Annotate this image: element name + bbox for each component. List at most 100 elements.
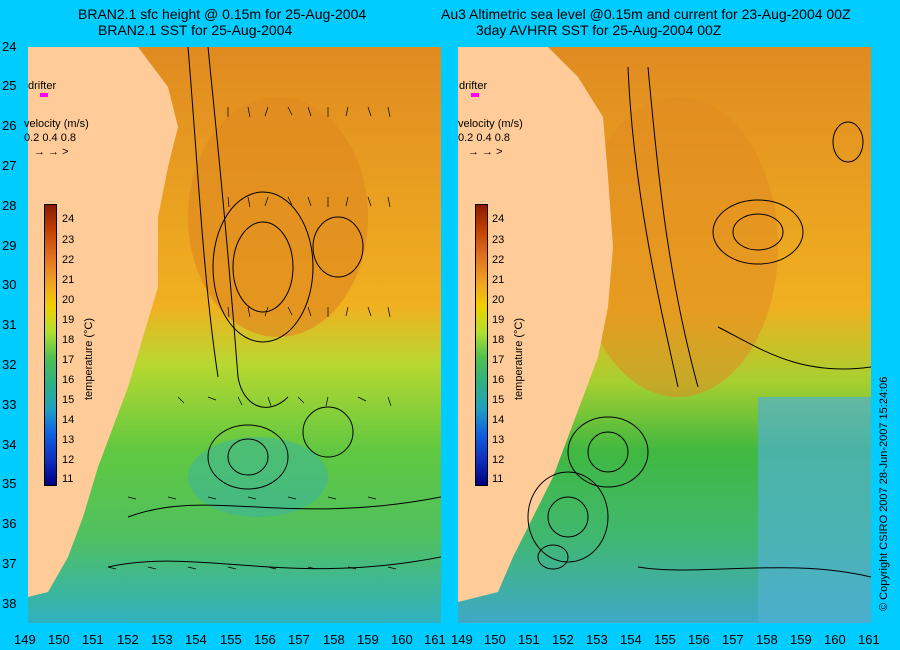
velocity-legend-title-right: velocity (m/s) <box>458 118 523 130</box>
right-map-svg <box>458 47 871 623</box>
cool-offshore-region <box>758 397 871 623</box>
colorbar-tick: 19 <box>62 314 75 326</box>
x-tick-label: 161 <box>424 632 446 647</box>
x-tick-label: 160 <box>824 632 846 647</box>
right-title-line2: 3day AVHRR SST for 25-Aug-2004 00Z <box>476 22 722 38</box>
colorbar-title: temperature (°C) <box>83 317 95 400</box>
colorbar-tick: 11 <box>62 473 74 485</box>
x-tick-label: 154 <box>185 632 207 647</box>
y-tick-label: 24 <box>2 39 17 54</box>
velocity-legend-arrows: → → > <box>34 146 69 158</box>
altimetric-contours <box>527 66 871 578</box>
copyright-text: © Copyright CSIRO 2007 28-Jun-2007 15:24… <box>878 376 890 611</box>
colorbar-tick: 22 <box>62 254 75 266</box>
drifter-label-right: drifter <box>459 80 488 92</box>
y-tick-label: 27 <box>2 158 17 173</box>
colorbar-tick: 14 <box>62 414 75 426</box>
x-tick-label: 159 <box>357 632 379 647</box>
x-tick-label: 157 <box>288 632 310 647</box>
temperature-colorbar <box>44 204 57 486</box>
colorbar-tick: 17 <box>62 354 75 366</box>
y-tick-label: 37 <box>2 556 17 571</box>
x-tick-label: 155 <box>220 632 242 647</box>
colorbar-tick: 16 <box>62 374 75 386</box>
colorbar-tick: 19 <box>492 314 505 326</box>
colorbar-tick: 22 <box>492 254 505 266</box>
y-tick-label: 34 <box>2 437 17 452</box>
drifter-marker-icon <box>40 93 48 97</box>
x-tick-label: 154 <box>620 632 642 647</box>
x-tick-label: 158 <box>323 632 345 647</box>
x-tick-label: 156 <box>254 632 276 647</box>
colorbar-tick: 21 <box>62 274 75 286</box>
colorbar-tick: 18 <box>492 334 505 346</box>
coastline-land <box>28 47 178 597</box>
x-tick-label: 149 <box>14 632 36 647</box>
y-tick-label: 26 <box>2 118 17 133</box>
drifter-marker-icon-right <box>471 93 479 97</box>
left-map-svg <box>28 47 441 623</box>
cool-eddy <box>188 437 328 517</box>
colorbar-tick: 16 <box>492 374 505 386</box>
velocity-legend-values-right: 0.2 0.4 0.8 <box>458 132 510 144</box>
x-tick-label: 152 <box>117 632 139 647</box>
y-tick-label: 30 <box>2 277 17 292</box>
x-tick-label: 158 <box>756 632 778 647</box>
y-tick-label: 36 <box>2 516 17 531</box>
x-tick-label: 159 <box>790 632 812 647</box>
y-tick-label: 33 <box>2 397 17 412</box>
colorbar-tick: 18 <box>62 334 75 346</box>
right-map-panel <box>458 47 871 623</box>
colorbar-title-right: temperature (°C) <box>513 317 525 400</box>
y-tick-label: 25 <box>2 78 17 93</box>
left-map-panel <box>28 47 441 623</box>
x-tick-label: 152 <box>552 632 574 647</box>
colorbar-tick: 15 <box>62 394 75 406</box>
x-tick-label: 155 <box>654 632 676 647</box>
left-title-line2: BRAN2.1 SST for 25-Aug-2004 <box>98 22 293 38</box>
sea-level-contours <box>107 47 441 570</box>
x-tick-label: 151 <box>518 632 540 647</box>
drifter-label: drifter <box>28 80 57 92</box>
y-tick-label: 38 <box>2 596 17 611</box>
x-tick-label: 150 <box>484 632 506 647</box>
y-tick-label: 29 <box>2 238 17 253</box>
y-tick-label: 31 <box>2 317 17 332</box>
colorbar-tick: 14 <box>492 414 505 426</box>
x-tick-label: 151 <box>82 632 104 647</box>
warm-core <box>578 97 778 397</box>
x-tick-label: 149 <box>451 632 473 647</box>
x-tick-label: 157 <box>722 632 744 647</box>
colorbar-tick: 24 <box>492 213 505 225</box>
warm-eddy <box>188 97 368 337</box>
x-tick-label: 160 <box>391 632 413 647</box>
colorbar-tick: 15 <box>492 394 505 406</box>
y-tick-label: 28 <box>2 198 17 213</box>
colorbar-tick: 21 <box>492 274 505 286</box>
velocity-legend-title: velocity (m/s) <box>24 118 89 130</box>
current-vectors <box>107 106 397 570</box>
colorbar-tick: 24 <box>62 213 75 225</box>
colorbar-tick: 20 <box>62 294 75 306</box>
x-tick-label: 150 <box>48 632 70 647</box>
velocity-legend-arrows-right: → → > <box>468 146 503 158</box>
x-tick-label: 153 <box>586 632 608 647</box>
colorbar-tick: 13 <box>62 434 75 446</box>
colorbar-tick: 17 <box>492 354 505 366</box>
temperature-colorbar-right <box>475 204 488 486</box>
y-tick-label: 35 <box>2 476 17 491</box>
y-tick-label: 32 <box>2 357 17 372</box>
colorbar-tick: 12 <box>62 454 75 466</box>
colorbar-tick: 23 <box>492 234 505 246</box>
colorbar-tick: 12 <box>492 454 505 466</box>
x-tick-label: 156 <box>688 632 710 647</box>
colorbar-tick: 20 <box>492 294 505 306</box>
colorbar-tick: 23 <box>62 234 75 246</box>
velocity-legend-values: 0.2 0.4 0.8 <box>24 132 76 144</box>
colorbar-tick: 11 <box>492 473 504 485</box>
coastline-land <box>458 47 613 602</box>
x-tick-label: 153 <box>151 632 173 647</box>
x-tick-label: 161 <box>858 632 880 647</box>
right-title-line1: Au3 Altimetric sea level @0.15m and curr… <box>441 6 851 22</box>
colorbar-tick: 13 <box>492 434 505 446</box>
